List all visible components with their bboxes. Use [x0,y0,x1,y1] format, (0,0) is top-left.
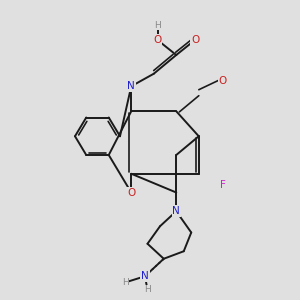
Text: N: N [128,81,135,91]
Text: H: H [144,286,151,295]
Text: H: H [154,20,161,29]
Text: F: F [220,180,225,190]
Text: O: O [191,35,199,45]
Text: O: O [127,188,135,197]
Text: N: N [172,206,180,216]
Text: O: O [153,35,162,45]
Text: F: F [220,180,225,190]
Text: O: O [218,76,226,86]
Text: H: H [122,278,128,287]
Text: N: N [141,271,149,281]
